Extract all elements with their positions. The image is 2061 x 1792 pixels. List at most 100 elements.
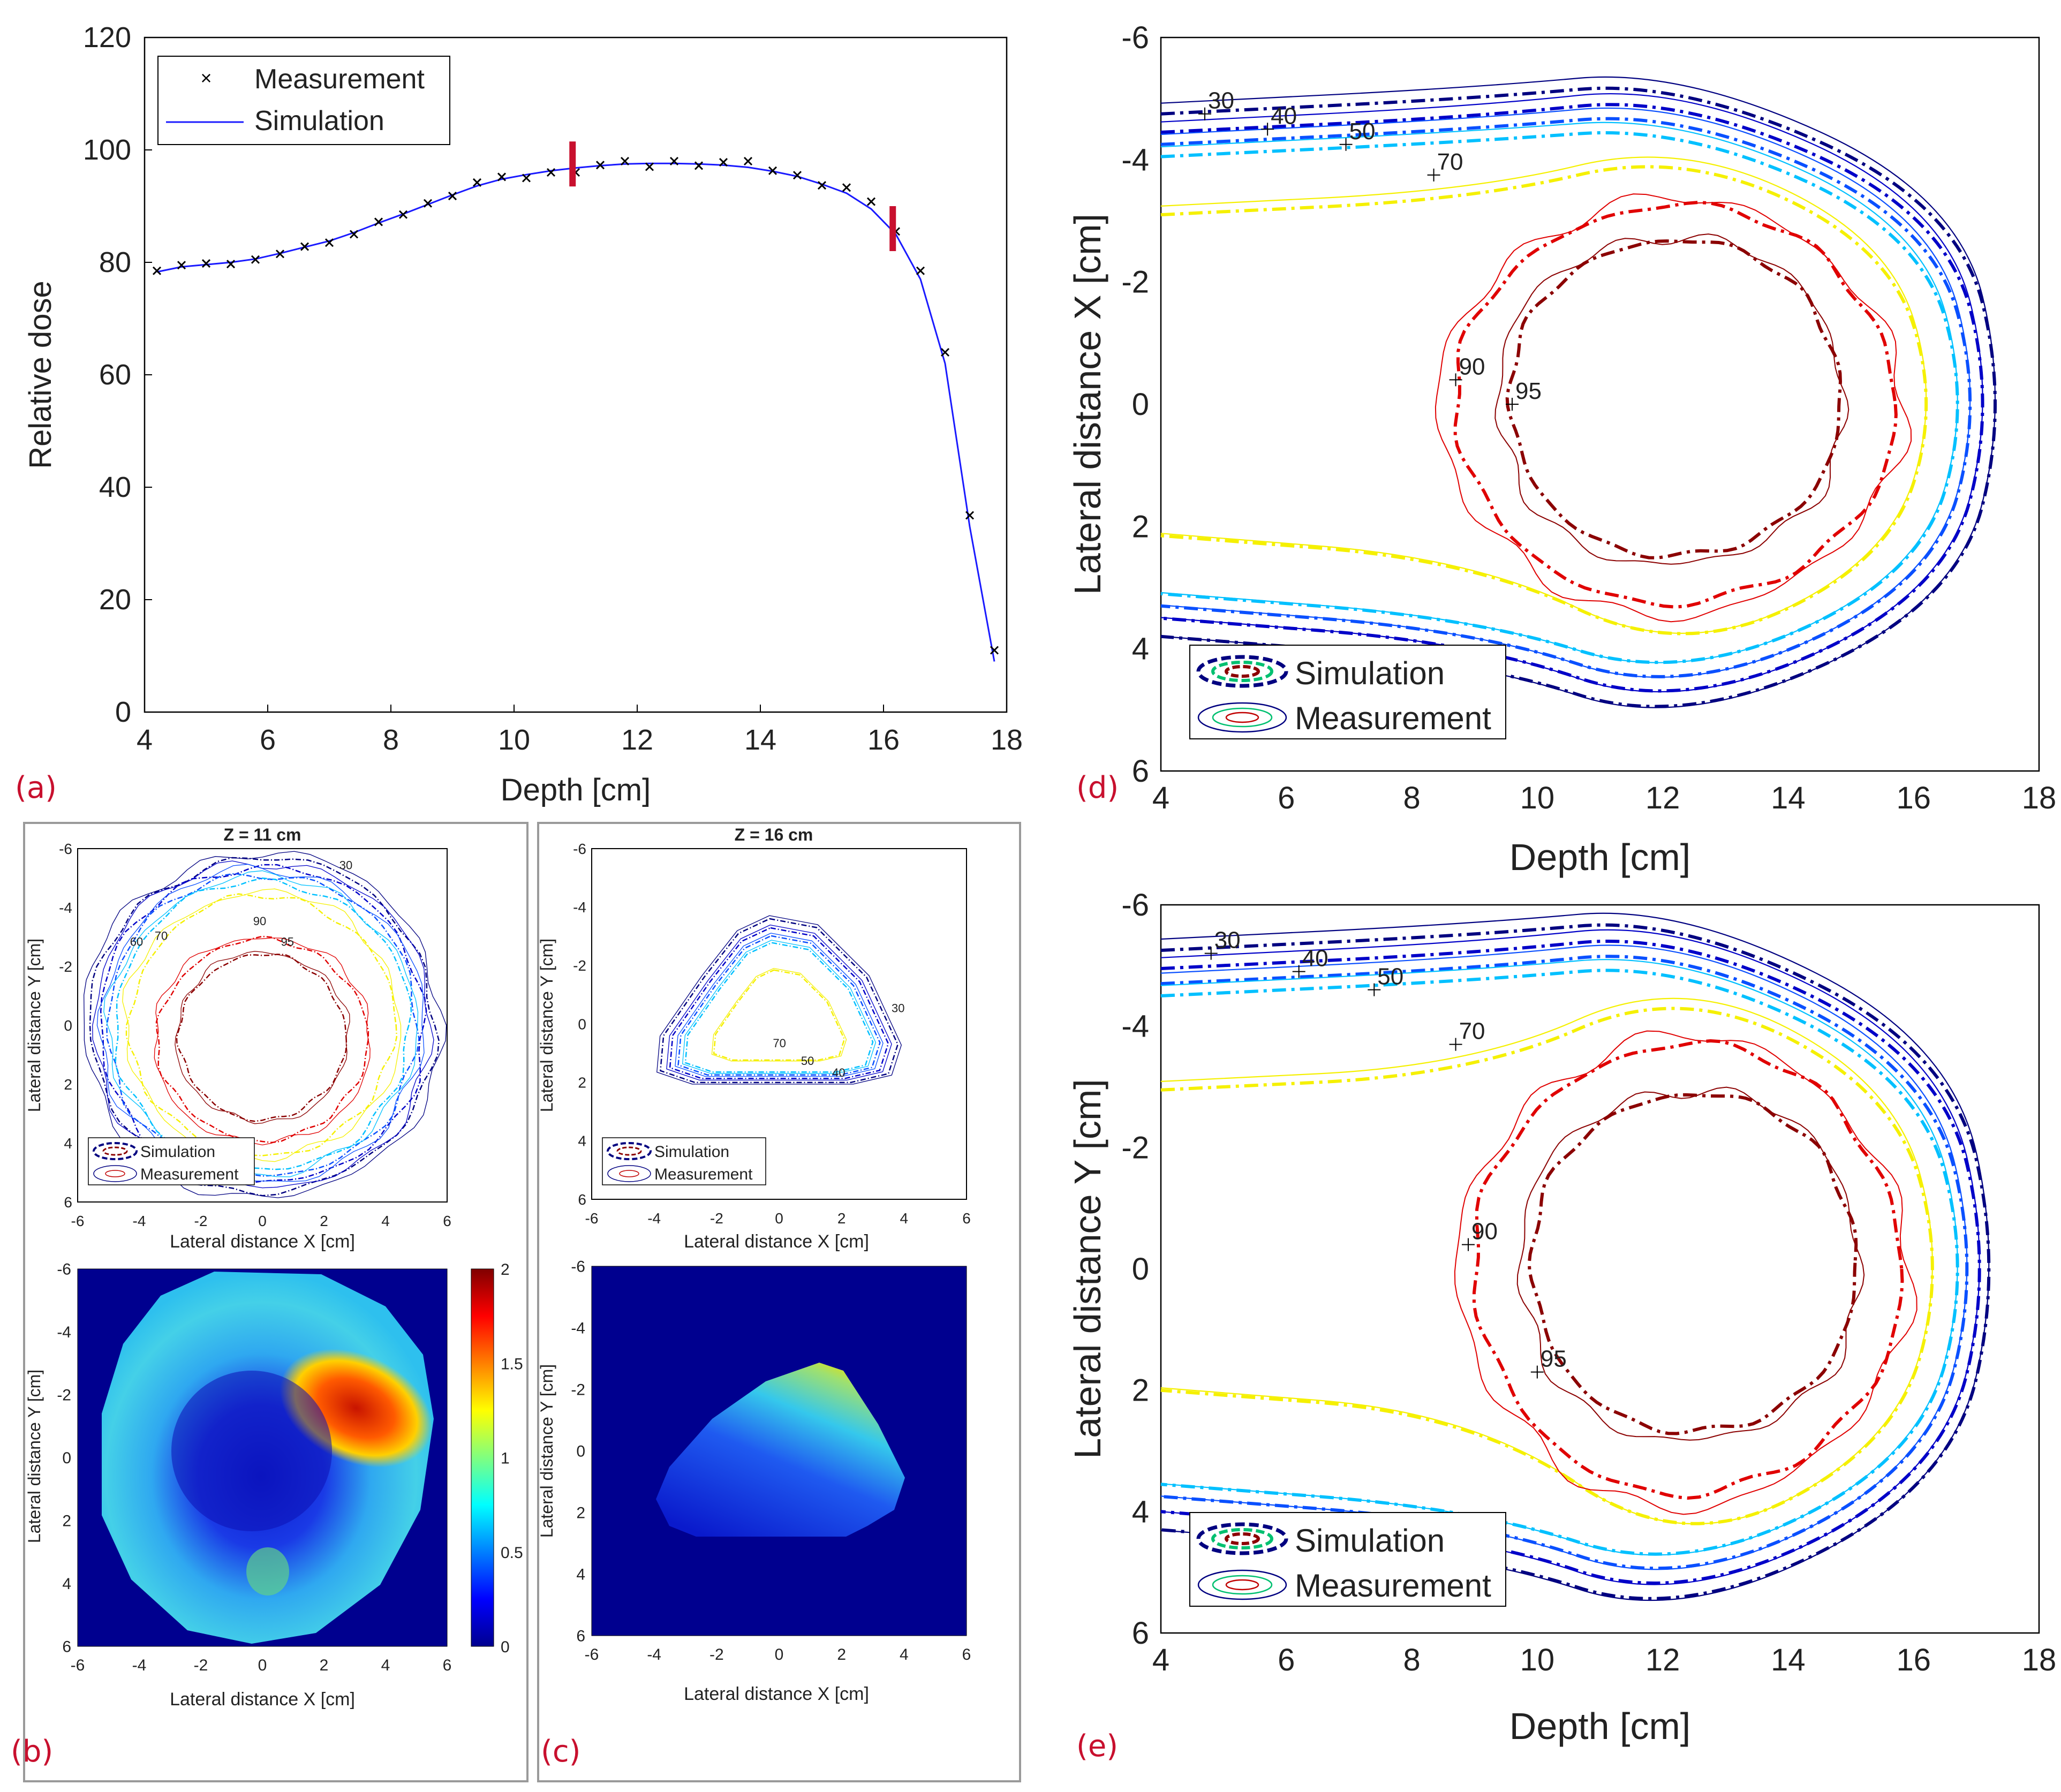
y-tick-label: 80 bbox=[99, 246, 131, 278]
y-axis-label: Lateral distance Y [cm] bbox=[25, 939, 44, 1112]
legend: Simulation Measurement bbox=[1189, 1512, 1506, 1607]
contour-label-30: 30 bbox=[1214, 927, 1241, 954]
legend-box bbox=[1189, 645, 1506, 739]
x-tick-label: 2 bbox=[837, 1210, 846, 1227]
contour-labels: 30 40 50 70 90 95 bbox=[1204, 927, 1567, 1379]
legend-sim-icon-inner bbox=[102, 1146, 128, 1156]
isodose-contours bbox=[1160, 912, 1991, 1601]
y-tick-label: 6 bbox=[1132, 754, 1149, 789]
x-tick-label: 10 bbox=[1520, 781, 1555, 815]
x-tick-label: 4 bbox=[1152, 781, 1169, 815]
y-tick-label: 0 bbox=[578, 1016, 586, 1032]
y-tick-label: -2 bbox=[1121, 265, 1149, 300]
y-tick-label: 120 bbox=[83, 21, 131, 54]
legend-meas-icon-mid bbox=[1212, 1575, 1273, 1595]
measurement-point bbox=[324, 238, 334, 247]
y-tick-label: -2 bbox=[571, 1381, 585, 1399]
colorbar-tick-label: 0 bbox=[501, 1638, 510, 1656]
x-tick-label: 4 bbox=[381, 1657, 390, 1674]
isodose-40-measurement bbox=[92, 860, 434, 1189]
legend-box bbox=[88, 1137, 255, 1185]
heatmap-x-axis-label: Lateral distance X [cm] bbox=[684, 1684, 869, 1704]
y-tick-labels: -6 -4 -2 0 2 4 6 bbox=[573, 841, 586, 1208]
y-tick-label: 4 bbox=[576, 1566, 585, 1584]
y-axis-label: Lateral distance X [cm] bbox=[1067, 214, 1108, 595]
panel-label-e: (e) bbox=[1076, 1729, 1118, 1764]
legend-sim-icon-inner bbox=[1225, 1532, 1260, 1545]
y-tick-labels: 0 20 40 60 80 100 120 bbox=[83, 21, 131, 728]
legend: Simulation Measurement bbox=[602, 1137, 766, 1185]
depth-marker-bars bbox=[569, 141, 896, 251]
x-tick-label: -4 bbox=[133, 1213, 146, 1229]
contour-label-30: 30 bbox=[339, 859, 352, 872]
contour-label-cross-90 bbox=[1449, 373, 1462, 387]
isodose-60-measurement bbox=[1160, 122, 1958, 663]
y-tick-label: 100 bbox=[83, 134, 131, 166]
measurement-point bbox=[472, 178, 482, 187]
isodose-90-measurement bbox=[154, 937, 371, 1146]
panel-label-a: (a) bbox=[15, 770, 57, 805]
x-tick-label: 0 bbox=[258, 1657, 267, 1674]
isodose-95-simulation bbox=[176, 954, 348, 1122]
x-tick-label: 0 bbox=[775, 1646, 784, 1664]
y-tick-label: -6 bbox=[57, 1261, 71, 1279]
isodose-40-simulation bbox=[1160, 103, 1984, 693]
contour-label-90: 90 bbox=[253, 914, 266, 928]
x-tick-label: -6 bbox=[71, 1213, 85, 1229]
isodose-70-measurement bbox=[711, 967, 847, 1062]
legend-meas-icon bbox=[93, 1165, 137, 1182]
y-tick-label: 0 bbox=[576, 1443, 585, 1461]
isodose-40-measurement bbox=[666, 924, 892, 1080]
isodose-60-simulation bbox=[1160, 969, 1959, 1556]
isodose-90-simulation bbox=[1472, 1039, 1904, 1500]
isodose-50-simulation bbox=[106, 873, 420, 1177]
contour-label-cross-30 bbox=[1204, 947, 1218, 960]
x-tick-label: 0 bbox=[775, 1210, 783, 1227]
heatmap-x-tick-labels: -6 -4 -2 0 2 4 6 bbox=[585, 1646, 971, 1664]
contour-label-40: 40 bbox=[832, 1066, 845, 1079]
measurement-point bbox=[916, 266, 925, 275]
measurement-point bbox=[792, 171, 802, 180]
contour-label-60: 60 bbox=[130, 935, 143, 949]
measurement-point bbox=[595, 161, 605, 170]
x-tick-label: 4 bbox=[381, 1213, 390, 1229]
contour-label-50: 50 bbox=[1377, 964, 1403, 990]
contour-label-70: 70 bbox=[1459, 1018, 1485, 1045]
y-tick-label: 0 bbox=[1132, 1252, 1149, 1287]
isodose-30-measurement bbox=[1160, 76, 1996, 708]
x-tick-label: 16 bbox=[1896, 781, 1931, 815]
isodose-70-measurement bbox=[122, 888, 402, 1162]
y-tick-label: -6 bbox=[573, 841, 586, 857]
x-tick-label: 8 bbox=[1403, 781, 1420, 815]
isodose-30-measurement bbox=[84, 851, 447, 1198]
x-tick-label: -6 bbox=[585, 1210, 599, 1227]
contour-label-40: 40 bbox=[1302, 946, 1328, 972]
x-tick-label: -4 bbox=[647, 1646, 661, 1664]
heatmap-frame bbox=[591, 1266, 967, 1636]
x-tick-label: -4 bbox=[132, 1657, 147, 1674]
legend-measurement-label: Measurement bbox=[1295, 1568, 1491, 1604]
x-tick-label: 2 bbox=[320, 1657, 329, 1674]
measurement-point bbox=[719, 158, 728, 167]
measurement-point bbox=[965, 511, 975, 520]
x-tick-label: 18 bbox=[2022, 1643, 2057, 1677]
measurement-point bbox=[620, 156, 630, 166]
x-tick-labels: -6 -4 -2 0 2 4 6 bbox=[585, 1210, 971, 1227]
legend-meas-icon bbox=[1197, 702, 1287, 733]
contour-label-50: 50 bbox=[1349, 118, 1376, 145]
x-tick-labels: 4 6 8 10 12 14 16 18 bbox=[137, 724, 1023, 756]
x-tick-label: 4 bbox=[900, 1210, 909, 1227]
isodose-90-simulation bbox=[155, 935, 369, 1144]
measurement-point bbox=[669, 156, 679, 166]
y-tick-label: 0 bbox=[1132, 387, 1149, 422]
legend-sim-icon bbox=[93, 1142, 138, 1160]
heatmap-coldspot bbox=[171, 1371, 332, 1531]
legend-box bbox=[1189, 1512, 1506, 1607]
y-tick-label: -2 bbox=[59, 958, 72, 975]
x-tick-label: 10 bbox=[498, 724, 530, 756]
y-axis-label: Lateral distance Y [cm] bbox=[1067, 1079, 1108, 1458]
legend-meas-icon bbox=[607, 1165, 651, 1182]
